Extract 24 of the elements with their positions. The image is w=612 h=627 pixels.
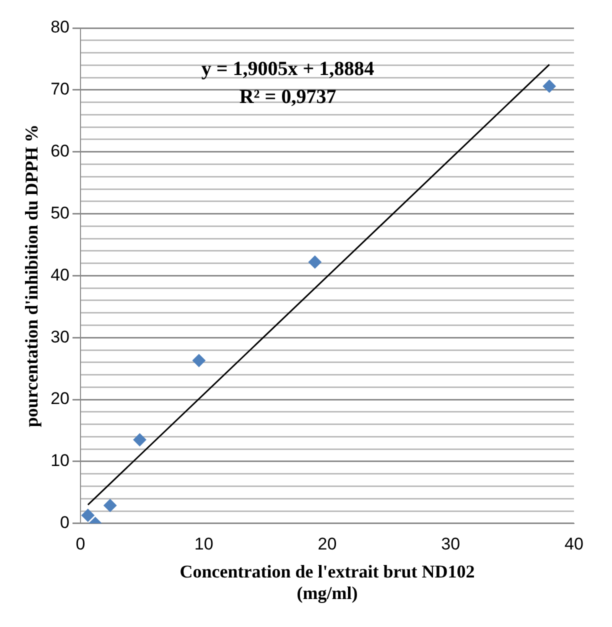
x-tick-label: 30 xyxy=(441,534,460,554)
x-tick-label: 10 xyxy=(194,534,214,554)
y-tick-label: 80 xyxy=(50,18,70,37)
x-tick-label: 40 xyxy=(564,534,584,554)
point xyxy=(81,508,94,522)
annotation: y = 1,9005x + 1,8884 xyxy=(201,58,374,80)
y-tick-label: 10 xyxy=(50,451,70,470)
point xyxy=(308,256,322,269)
point xyxy=(104,498,117,512)
annotation: R² = 0,9737 xyxy=(239,86,336,108)
point xyxy=(542,80,556,93)
y-tick-label: 70 xyxy=(50,80,70,99)
y-tick-label: 60 xyxy=(50,142,70,161)
y-tick-label: 30 xyxy=(50,327,70,346)
y-axis-title: pourcentation d'inhibition du DPPH % xyxy=(21,124,42,428)
y-tick-label: 20 xyxy=(50,389,70,408)
point xyxy=(192,354,206,368)
y-tick-label: 40 xyxy=(50,265,70,284)
y-tick-label: 0 xyxy=(60,513,70,532)
x-axis-title: Concentration de l'extrait brut ND102 (mg/ml) xyxy=(180,561,475,603)
y-tick-label: 50 xyxy=(50,203,70,222)
x-tick-label: 0 xyxy=(76,534,86,554)
point xyxy=(133,433,146,446)
x-tick-label: 20 xyxy=(318,534,337,554)
